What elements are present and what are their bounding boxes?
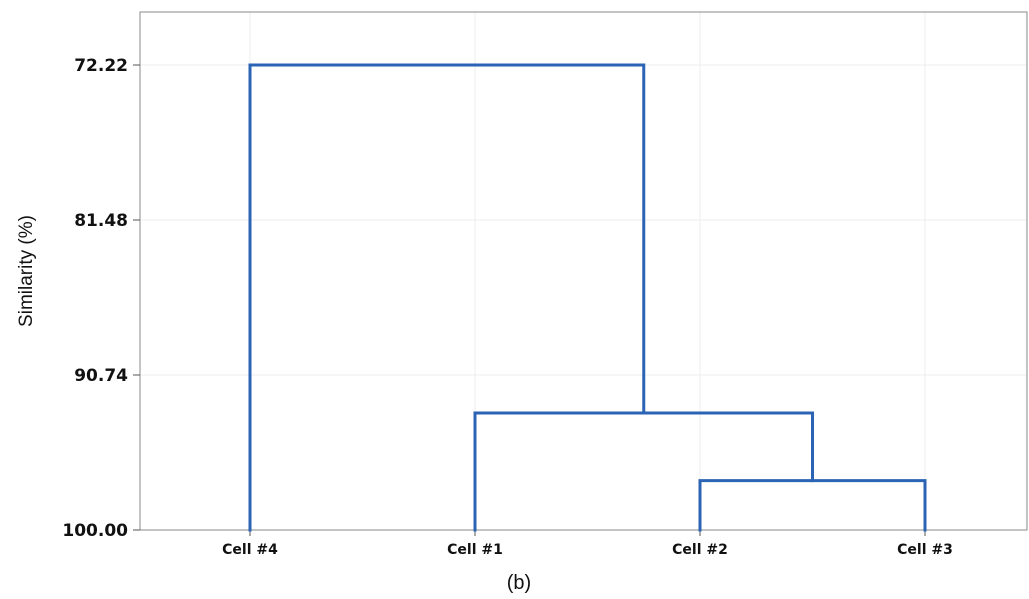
y-tick-label: 90.74 <box>74 366 128 386</box>
dendrogram-link <box>698 479 927 532</box>
y-tick-label: 100.00 <box>62 521 128 541</box>
grid-layer <box>140 12 1027 530</box>
dendrogram-link <box>248 63 646 532</box>
leaf-label: Cell #3 <box>897 542 953 558</box>
leaf-label: Cell #2 <box>672 542 728 558</box>
plot-frame <box>139 11 1028 531</box>
y-tick-label: 81.48 <box>74 211 128 231</box>
dendrogram-links <box>248 63 927 532</box>
leaf-label: Cell #4 <box>222 542 278 558</box>
figure-caption: (b) <box>507 572 531 594</box>
leaf-label: Cell #1 <box>447 542 503 558</box>
y-tick-label: 72.22 <box>74 56 128 76</box>
dendrogram-link <box>473 411 814 532</box>
y-axis-ticks: 72.22 81.48 90.74 100.00 <box>62 56 140 541</box>
x-axis-ticks: Cell #4 Cell #1 Cell #2 Cell #3 <box>222 530 953 558</box>
y-axis-title: Similarity (%) <box>16 215 37 327</box>
